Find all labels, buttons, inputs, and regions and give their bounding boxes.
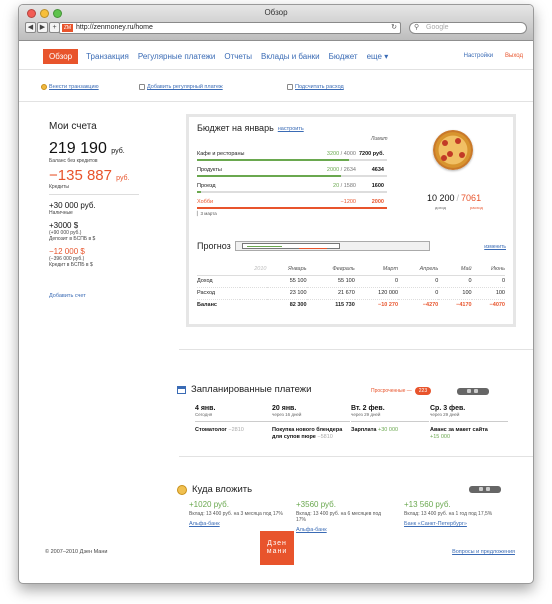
scheduled-payment[interactable]: 4 янв. Сегодня Стоматолог −2810 bbox=[195, 405, 273, 434]
credit-total: −135 887 руб. bbox=[49, 167, 130, 184]
overdue-count-badge: 223 bbox=[414, 387, 432, 395]
copyright: © 2007–2010 Дзен Мани bbox=[45, 549, 108, 555]
settings-link[interactable]: Настройки bbox=[463, 53, 494, 59]
checklist-icon bbox=[139, 84, 145, 90]
address-url: http://zenmoney.ru/home bbox=[76, 24, 153, 31]
pizza-chart-icon bbox=[433, 130, 473, 170]
accounts-title: Мои счета bbox=[49, 121, 97, 132]
pager-prev-icon[interactable] bbox=[479, 487, 483, 491]
window-controls bbox=[27, 9, 62, 18]
forecast-table: 2010 Январь Февраль Март Апрель Май Июнь… bbox=[197, 263, 505, 311]
logout-link[interactable]: Выход bbox=[505, 53, 523, 59]
budget-title: Бюджет на январь настроить bbox=[197, 123, 304, 133]
accounts-divider bbox=[49, 194, 139, 195]
quick-actions: Внести транзакцию Добавить регулярный пл… bbox=[41, 84, 344, 90]
table-header-row: 2010 Январь Февраль Март Апрель Май Июнь bbox=[197, 263, 505, 276]
coin-icon bbox=[41, 84, 47, 90]
bank-link[interactable]: Банк «Санкт-Петербург» bbox=[404, 521, 467, 527]
count-expense-link[interactable]: Подсчитать расход bbox=[287, 84, 344, 90]
zoom-window-button[interactable] bbox=[53, 9, 62, 18]
limit-label: Лимит bbox=[371, 136, 388, 142]
coin-icon bbox=[177, 484, 187, 495]
balance-note: Баланс без кредитов bbox=[49, 158, 98, 164]
close-window-button[interactable] bbox=[27, 9, 36, 18]
invest-offer[interactable]: +3560 руб. Вклад: 13 400 руб. на 6 месяц… bbox=[296, 500, 392, 533]
favicon-icon: ZM bbox=[62, 24, 73, 32]
reload-icon[interactable]: ↻ bbox=[391, 24, 397, 31]
budget-progress bbox=[197, 207, 387, 209]
account-item[interactable]: +3000 $ (+90 000 руб.) Депозит в БСПБ в … bbox=[49, 221, 96, 242]
credit-note: Кредиты bbox=[49, 184, 69, 190]
add-account-link[interactable]: Добавить счет bbox=[49, 293, 86, 299]
bank-link[interactable]: Альфа-банк bbox=[189, 521, 220, 527]
calculator-icon bbox=[287, 84, 293, 90]
calendar-icon bbox=[177, 385, 186, 394]
forecast-title: Прогноз bbox=[197, 241, 231, 251]
title-bar: Обзор ◀ ▶ + ZM http://zenmoney.ru/home ↻… bbox=[19, 5, 533, 41]
nav-reports[interactable]: Отчеты bbox=[224, 51, 253, 61]
pager-prev-icon[interactable] bbox=[467, 389, 471, 393]
income-label: доход bbox=[435, 205, 446, 210]
nav-regular-payments[interactable]: Регулярные платежи bbox=[137, 51, 216, 61]
nav-budget[interactable]: Бюджет bbox=[328, 51, 358, 61]
table-row: Расход 23 100 21 670 120 000 0 100 100 bbox=[197, 287, 505, 300]
search-icon: ⚲ bbox=[414, 24, 420, 31]
scheduled-title: Запланированные платежи bbox=[177, 384, 311, 395]
pager-next-icon[interactable] bbox=[486, 487, 490, 491]
main-nav: Обзор Транзакция Регулярные платежи Отче… bbox=[43, 47, 523, 65]
search-field[interactable]: ⚲ Google bbox=[409, 22, 527, 34]
nav-right: Настройки Выход bbox=[464, 53, 523, 59]
scheduled-payment[interactable]: 20 янв. через 16 дней Покупка нового бле… bbox=[272, 405, 350, 441]
scheduled-payment[interactable]: Вт. 2 фев. через 29 дней Зарплата +30 00… bbox=[351, 405, 429, 434]
accounts-panel: Мои счета 219 190 руб. Баланс без кредит… bbox=[49, 121, 139, 299]
pager-next-icon[interactable] bbox=[474, 389, 478, 393]
budget-progress bbox=[197, 159, 387, 161]
section-divider bbox=[179, 456, 533, 457]
nav-more[interactable]: еще ▾ bbox=[366, 51, 389, 61]
scheduled-payment[interactable]: Ср. 3 фев. через 29 дней Аванс за макет … bbox=[430, 405, 508, 441]
search-placeholder: Google bbox=[426, 24, 449, 31]
section-divider bbox=[179, 349, 533, 350]
account-item[interactable]: +30 000 руб. Наличные bbox=[49, 201, 96, 216]
add-regular-payment-link[interactable]: Добавить регулярный платеж bbox=[139, 84, 287, 90]
invest-offer[interactable]: +13 560 руб. Вклад: 13 400 руб. на 1 год… bbox=[404, 500, 500, 527]
budget-panel: Бюджет на январь настроить Лимит Кафе и р… bbox=[186, 114, 516, 327]
actions-divider bbox=[19, 101, 533, 102]
days-left: ▏3 марта bbox=[197, 211, 217, 216]
zenmoney-logo[interactable]: Дзен мани bbox=[260, 531, 294, 565]
table-row: Доход 55 100 55 100 0 0 0 0 bbox=[197, 275, 505, 288]
scheduled-pager[interactable] bbox=[457, 388, 489, 395]
feedback-link[interactable]: Вопросы и предложения bbox=[452, 549, 515, 555]
browser-window: Обзор ◀ ▶ + ZM http://zenmoney.ru/home ↻… bbox=[18, 4, 534, 584]
back-button[interactable]: ◀ bbox=[25, 22, 36, 33]
forward-button[interactable]: ▶ bbox=[37, 22, 48, 33]
window-title: Обзор bbox=[264, 8, 288, 17]
budget-progress bbox=[197, 175, 387, 177]
minimize-window-button[interactable] bbox=[40, 9, 49, 18]
budget-settings-link[interactable]: настроить bbox=[277, 126, 304, 132]
invest-title: Куда вложить bbox=[177, 484, 252, 495]
forecast-slider-handle[interactable] bbox=[242, 243, 340, 249]
overdue-link[interactable]: Просроченные —223 bbox=[371, 387, 432, 395]
income-expense-summary: 10 200/7061 bbox=[427, 193, 482, 203]
address-bar[interactable]: ZM http://zenmoney.ru/home ↻ bbox=[59, 22, 401, 34]
nav-overview[interactable]: Обзор bbox=[43, 48, 79, 64]
budget-progress bbox=[197, 191, 387, 193]
invest-offer[interactable]: +1020 руб. Вклад: 13 400 руб. на 3 месяц… bbox=[189, 500, 285, 527]
forecast-edit-link[interactable]: изменить bbox=[484, 244, 506, 250]
account-item[interactable]: −12 000 $ (−396 000 руб.) Кредит в БСПБ … bbox=[49, 247, 93, 268]
forecast-range-slider[interactable] bbox=[235, 241, 430, 251]
bank-link[interactable]: Альфа-банк bbox=[296, 527, 327, 533]
expense-label: расход bbox=[470, 205, 483, 210]
nav-divider bbox=[19, 69, 533, 70]
page-content: Обзор Транзакция Регулярные платежи Отче… bbox=[19, 41, 533, 583]
table-row: Баланс 82 300 115 730 −10 270 −4270 −417… bbox=[197, 302, 505, 309]
nav-deposits-banks[interactable]: Вклады и банки bbox=[261, 51, 320, 61]
balance-total: 219 190 руб. bbox=[49, 140, 125, 157]
history-buttons: ◀ ▶ + bbox=[25, 22, 60, 33]
invest-pager[interactable] bbox=[469, 486, 501, 493]
nav-transaction[interactable]: Транзакция bbox=[86, 51, 129, 61]
add-transaction-link[interactable]: Внести транзакцию bbox=[41, 84, 139, 90]
